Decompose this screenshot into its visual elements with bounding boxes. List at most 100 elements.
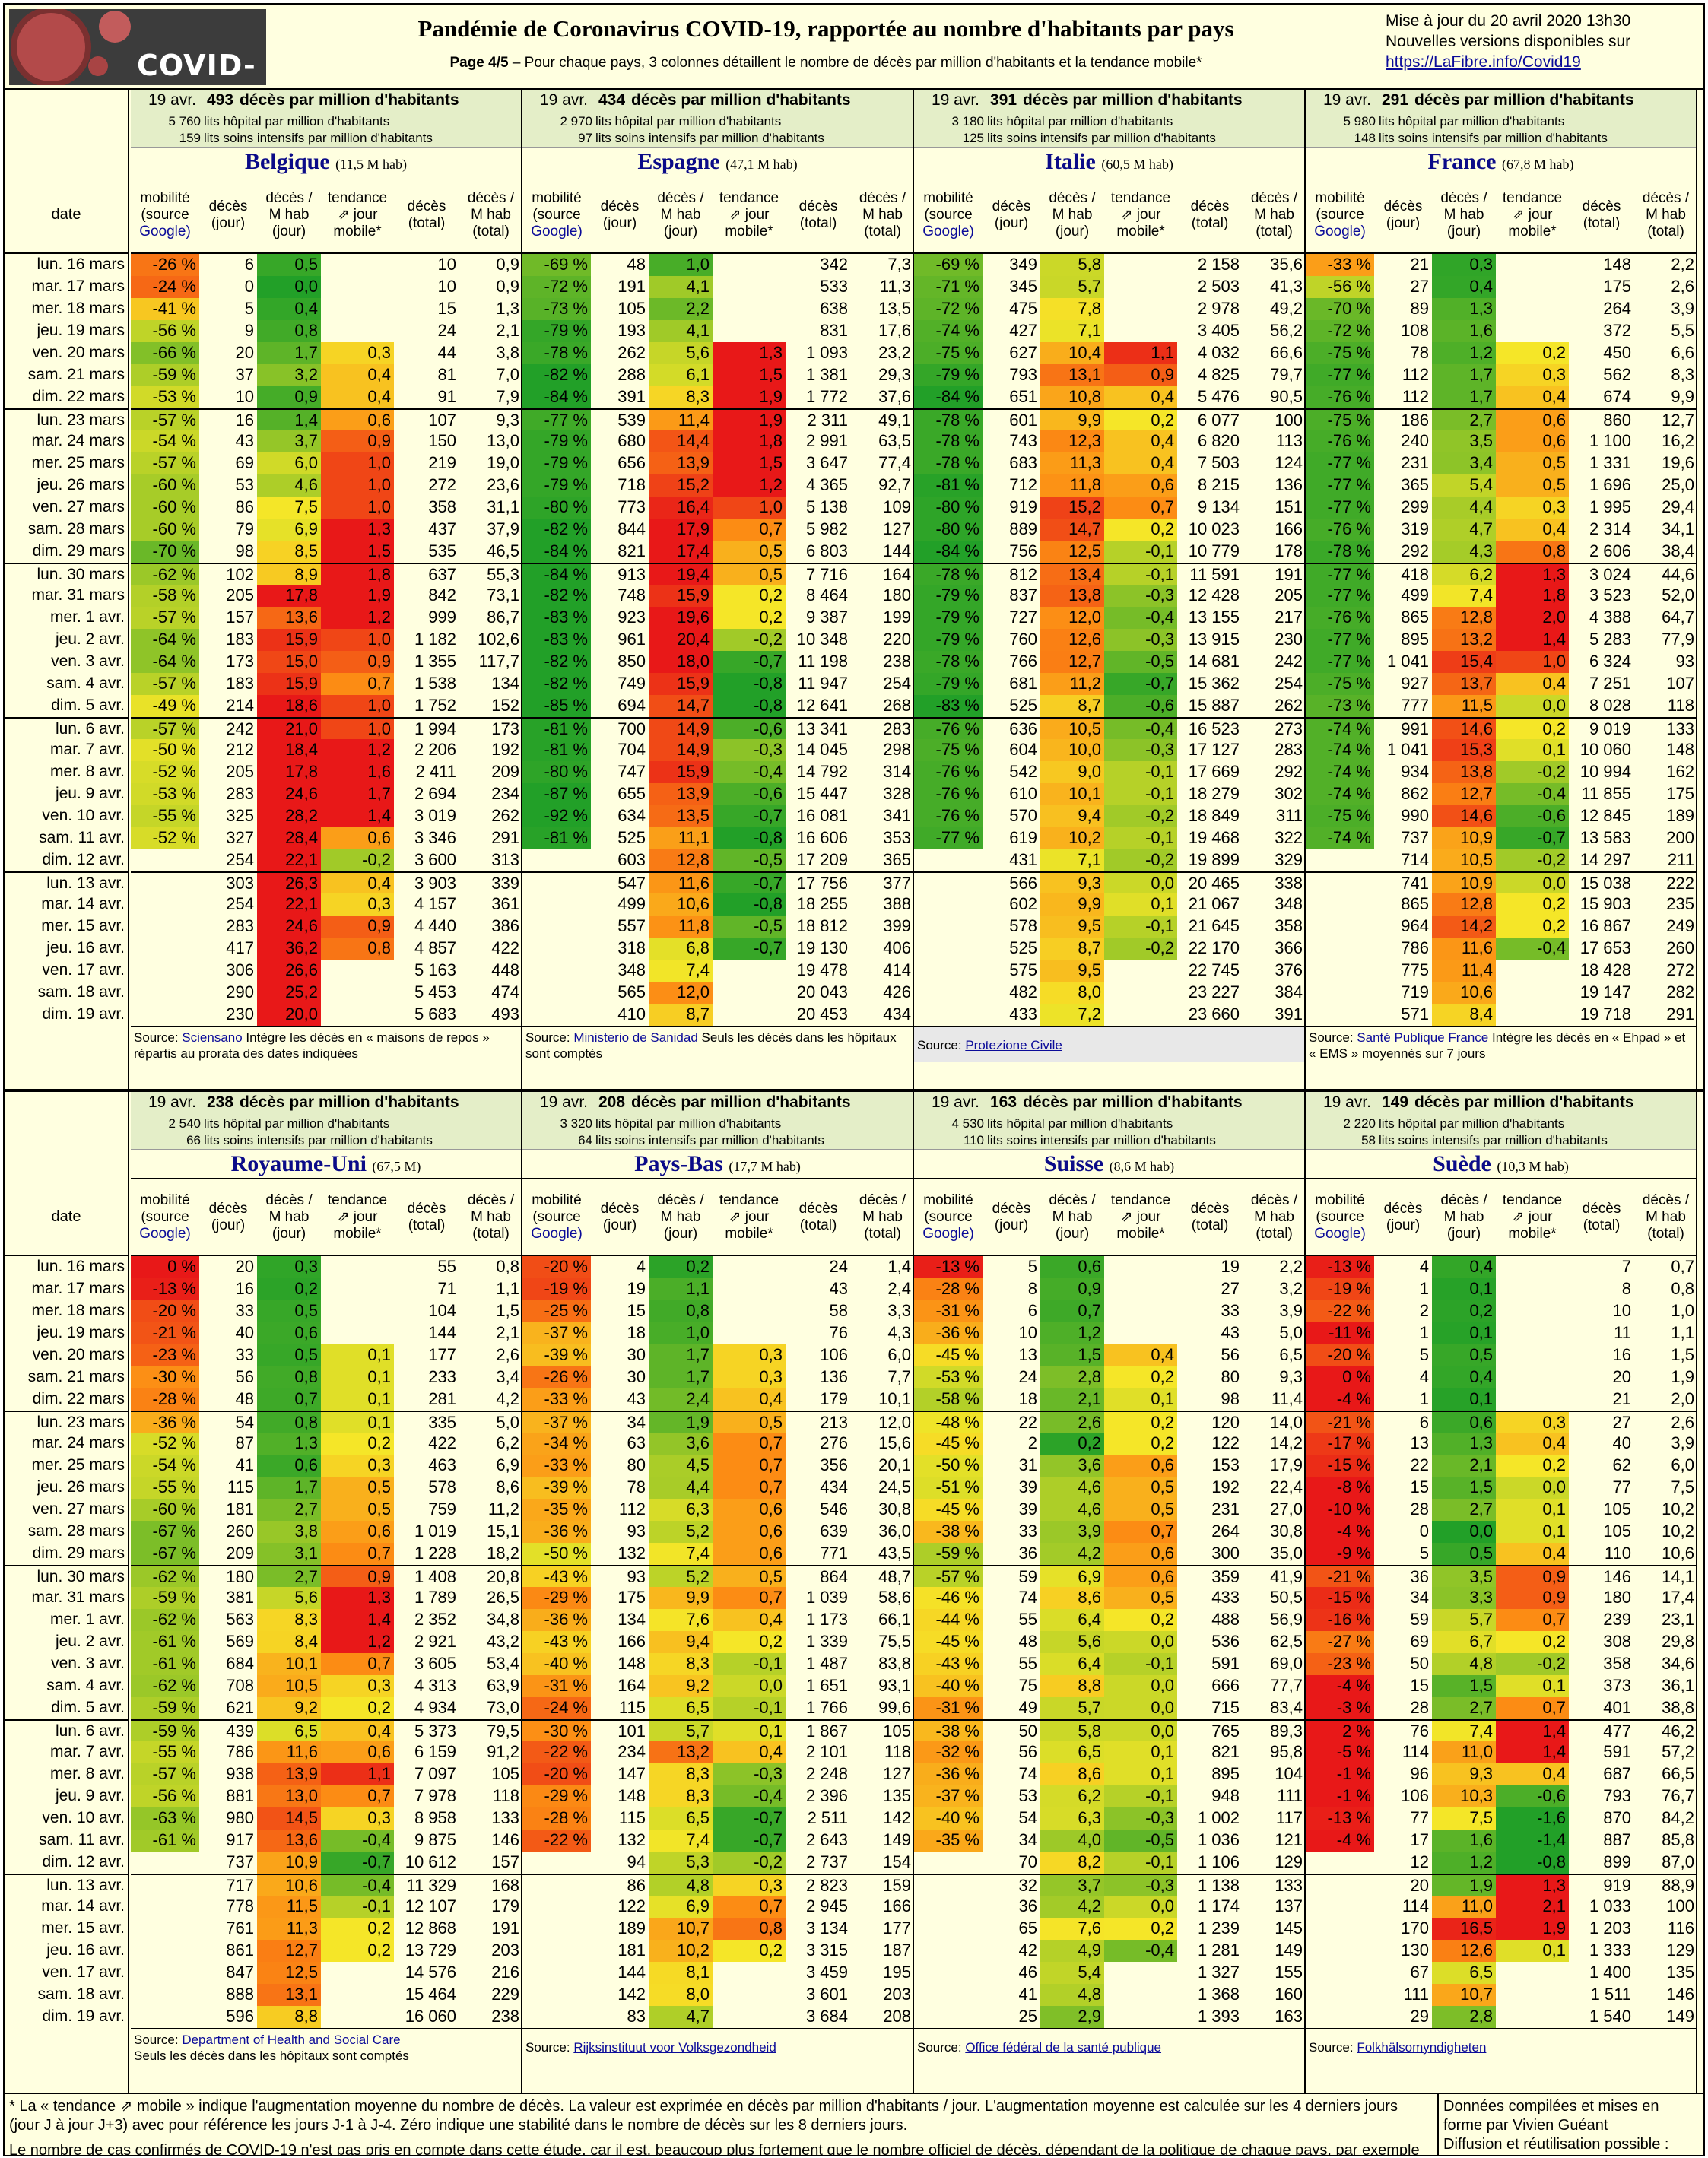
cell-pt: 12,7 — [1662, 411, 1694, 430]
cell-tr: 2,1 — [1496, 1896, 1569, 1918]
column-header-text: décès (jour) — [601, 1201, 640, 1234]
cell-pd: 13,5 — [649, 805, 713, 827]
cell-tr: -0,3 — [713, 739, 786, 761]
cell-pt: 6,6 — [1671, 343, 1694, 362]
source-name[interactable]: Sciensano — [182, 1030, 243, 1045]
date-row: mar. 31 mars — [5, 585, 128, 607]
cell-pd: 28,2 — [257, 805, 321, 827]
source-name[interactable]: Department of Health and Social Care — [182, 2033, 401, 2047]
column-header-line: décès — [798, 198, 838, 214]
cell-tr: -0,4 — [713, 761, 786, 783]
table-row: -69 % 48 1,0 342 7,3 — [522, 254, 913, 276]
table-row: -80 % 773 16,4 1,0 5 138 109 — [522, 497, 913, 519]
cell-mob: -77 % — [1306, 497, 1374, 519]
cell-dd: 683 — [1009, 453, 1037, 472]
cell-pt: 135 — [1666, 1963, 1694, 1982]
cell-tr: 0,6 — [1104, 1543, 1177, 1565]
cell-dd: 36 — [1410, 1567, 1429, 1586]
source-name[interactable]: Rijksinstituut voor Volksgezondheid — [573, 2039, 776, 2055]
cell-dd: 78 — [1410, 343, 1429, 362]
column-headers: mobilité (source Google) décès (jour) décès /… — [914, 176, 1304, 254]
cell-dd: 12 — [1410, 1852, 1429, 1871]
cell-dt: 4 440 — [414, 916, 456, 935]
cell-dt: 3 346 — [414, 828, 456, 847]
source-name[interactable]: Folkhälsomyndigheten — [1357, 2039, 1487, 2055]
cell-dd: 33 — [235, 1301, 254, 1320]
cell-mob: -80 % — [522, 497, 591, 519]
cell-pd: 6,9 — [649, 1896, 713, 1918]
cell-pt: 7,5 — [1671, 1477, 1694, 1496]
column-header-pt: décès / M hab (total) — [459, 176, 521, 254]
cell-dd: 991 — [1401, 719, 1429, 738]
cell-pd: 4,8 — [649, 1875, 713, 1896]
cell-mob: -92 % — [522, 805, 591, 827]
cell-dd: 22 — [1018, 1413, 1037, 1432]
column-header-line: (total) — [1256, 1226, 1293, 1242]
cell-pt: 235 — [1666, 894, 1694, 913]
table-row: 29 2,8 1 540 149 — [1306, 2006, 1696, 2028]
cell-mob: -87 % — [522, 783, 591, 805]
column-header-line: (total) — [1191, 1217, 1229, 1233]
cell-mob: -27 % — [1306, 1631, 1374, 1653]
source-name[interactable]: Ministerio de Sanidad — [573, 1030, 698, 1045]
cell-mob — [914, 873, 983, 893]
column-header-line: (source — [924, 1209, 973, 1225]
column-header-line: M hab — [1254, 207, 1294, 223]
source-name[interactable]: Office fédéral de la santé publique — [965, 2039, 1162, 2055]
cell-pd: 0,8 — [257, 1412, 321, 1433]
cell-dd: 793 — [1009, 365, 1037, 384]
cell-dt: 3 019 — [414, 806, 456, 825]
footnote-trend: * La « tendance ⇗ mobile » indique l'aug… — [9, 2098, 1398, 2134]
cell-pt: 29,4 — [1662, 497, 1694, 516]
cell-tr: 1,5 — [321, 541, 394, 563]
cell-dt: 13 583 — [1579, 828, 1631, 847]
cell-dd: 55 — [1018, 1654, 1037, 1673]
column-header-line: (source — [532, 207, 581, 223]
cell-dd: 475 — [1009, 299, 1037, 318]
summary-line: 19 avr. 163 décès par million d'habitants — [914, 1093, 1304, 1115]
cell-dt: 20 — [1612, 1367, 1631, 1386]
page-subtitle: Page 4/5 – Pour chaque pays, 3 colonnes … — [271, 55, 1381, 71]
table-row: -74 % 737 10,9 -0,7 13 583 200 — [1306, 827, 1696, 849]
source-link[interactable]: https://LaFibre.info/Covid19 — [1386, 53, 1581, 71]
cell-pt: 38,8 — [1662, 1698, 1694, 1717]
cell-dt: 300 — [1211, 1544, 1240, 1563]
cell-pd: 9,3 — [1432, 1763, 1496, 1785]
date-row: mar. 24 mars — [5, 430, 128, 452]
source-name[interactable]: Protezione Civile — [965, 1037, 1062, 1052]
cell-tr: 0,4 — [713, 1609, 786, 1631]
cell-dt: 15 464 — [405, 1985, 456, 2004]
column-header-line: (source — [1316, 207, 1364, 223]
cell-pt: 195 — [883, 1963, 911, 1982]
cell-tr: 0,4 — [713, 1741, 786, 1763]
cell-pd: 10,5 — [1040, 719, 1104, 739]
cell-tr — [321, 1300, 394, 1322]
cell-pd: 6,0 — [257, 452, 321, 474]
column-header-mob: mobilité (source Google) — [1306, 176, 1374, 254]
source-name[interactable]: Santé Publique France — [1357, 1030, 1489, 1045]
column-header-line: (jour) — [271, 1226, 306, 1242]
cell-pd: 10,2 — [1040, 827, 1104, 849]
cell-tr: 0,4 — [1104, 386, 1177, 408]
column-header-line: ⇗ jour — [1512, 1209, 1553, 1225]
cell-tr: 1,9 — [713, 410, 786, 430]
cell-mob — [522, 893, 591, 916]
column-header-text: décès / M hab (jour) — [1440, 1192, 1487, 1242]
cell-dd: 525 — [1009, 696, 1037, 715]
cell-dt: 1 002 — [1197, 1808, 1240, 1827]
cell-pt: 27,0 — [1270, 1499, 1303, 1519]
cell-mob: -35 % — [522, 1499, 591, 1521]
cell-dd: 381 — [226, 1588, 254, 1607]
cell-pd: 3,7 — [1040, 1875, 1104, 1896]
column-header-tr: tendance ⇗ jour mobile* — [1104, 176, 1177, 254]
cell-dt: 12 641 — [796, 696, 848, 715]
cell-pd: 6,1 — [649, 364, 713, 386]
date-cell: dim. 22 mars — [32, 388, 125, 405]
cell-mob — [131, 960, 199, 982]
cell-pt: 254 — [1275, 674, 1303, 693]
table-row: 861 12,7 0,2 13 729 203 — [131, 1940, 521, 1962]
table-row: -23 % 33 0,5 0,1 177 2,6 — [131, 1344, 521, 1366]
cell-pt: 0,7 — [1671, 1257, 1694, 1276]
cell-dd: 93 — [627, 1522, 646, 1541]
cell-dd: 93 — [627, 1567, 646, 1586]
